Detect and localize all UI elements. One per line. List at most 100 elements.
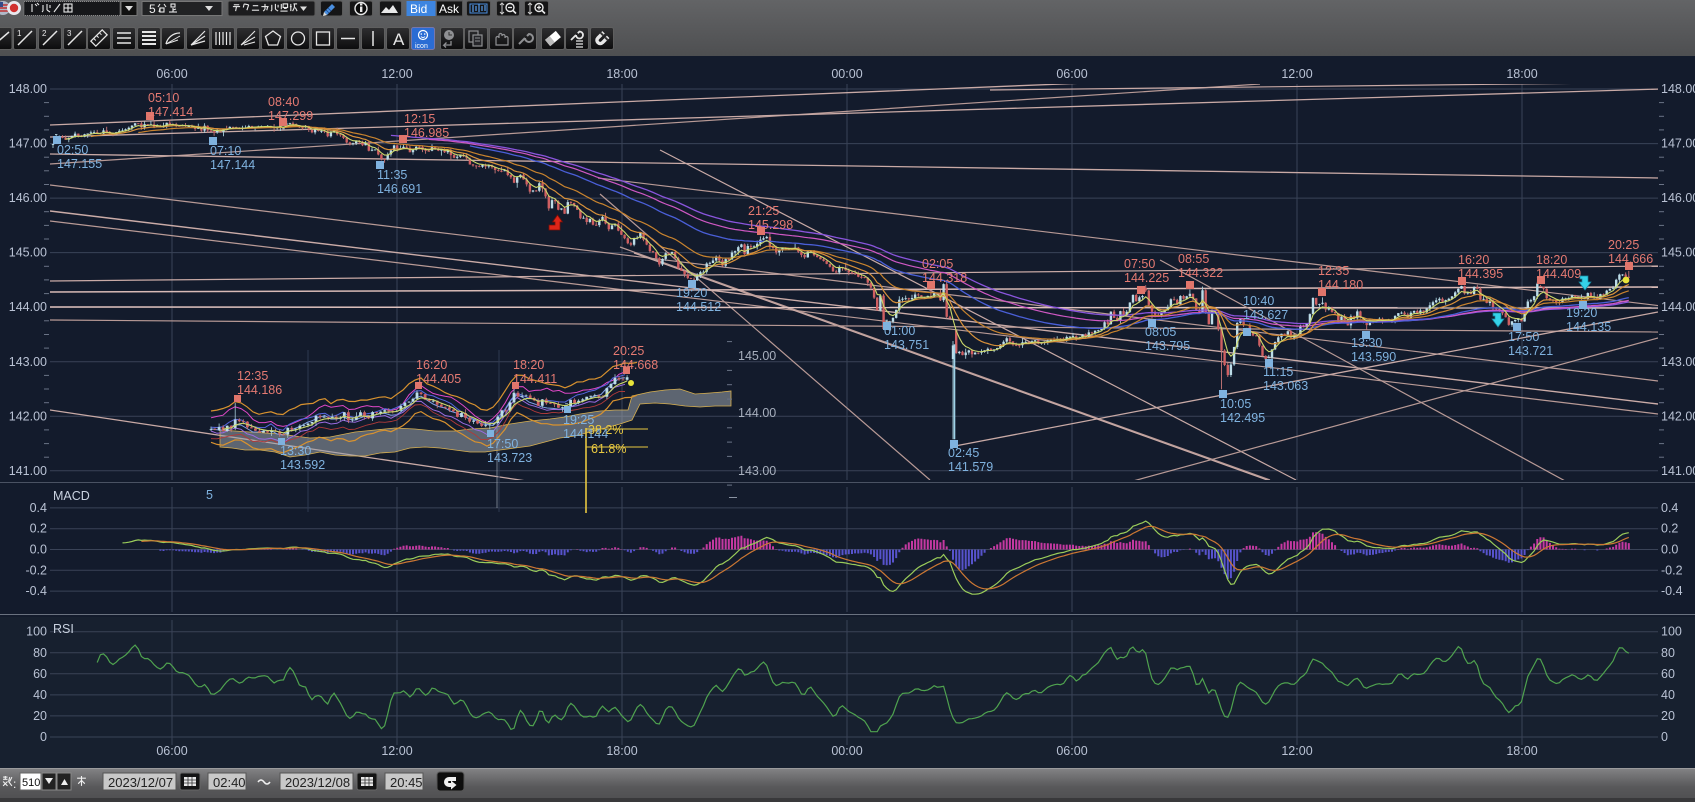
svg-text:06:00: 06:00 — [156, 67, 187, 81]
svg-text:2: 2 — [42, 29, 47, 38]
svg-text:20:25: 20:25 — [613, 344, 644, 358]
svg-text:80: 80 — [1661, 646, 1675, 660]
svg-text:02:40: 02:40 — [213, 775, 246, 790]
svg-text:11:15: 11:15 — [1263, 365, 1293, 379]
svg-text:0.0: 0.0 — [1661, 543, 1678, 557]
svg-text:40: 40 — [1661, 688, 1675, 702]
svg-text:143.00: 143.00 — [738, 464, 776, 478]
svg-text:0: 0 — [40, 730, 47, 744]
svg-text:144.405: 144.405 — [416, 372, 461, 386]
svg-text:02:50: 02:50 — [57, 143, 88, 157]
svg-text:143.723: 143.723 — [487, 451, 532, 465]
svg-text:01:00: 01:00 — [884, 324, 915, 338]
svg-text:10:40: 10:40 — [1243, 294, 1274, 308]
svg-text:18:00: 18:00 — [606, 67, 637, 81]
svg-text:17:50: 17:50 — [487, 437, 518, 451]
svg-text:-0.2: -0.2 — [1661, 563, 1683, 577]
svg-text:06:00: 06:00 — [1056, 744, 1087, 758]
svg-text:07:10: 07:10 — [210, 144, 241, 158]
svg-text:144.668: 144.668 — [613, 358, 658, 372]
svg-text:100: 100 — [26, 625, 47, 639]
svg-text:16:20: 16:20 — [1458, 253, 1489, 267]
svg-text:12:35: 12:35 — [237, 369, 268, 383]
svg-text:1: 1 — [17, 29, 22, 38]
svg-text:144.144: 144.144 — [563, 427, 608, 441]
svg-text:147.299: 147.299 — [268, 109, 313, 123]
svg-text:141.00: 141.00 — [9, 464, 47, 478]
svg-text:147.155: 147.155 — [57, 157, 102, 171]
svg-text:143.00: 143.00 — [1661, 355, 1695, 369]
svg-text:144.666: 144.666 — [1608, 252, 1653, 266]
svg-text:146.00: 146.00 — [1661, 191, 1695, 205]
svg-text:12:00: 12:00 — [1281, 67, 1312, 81]
svg-text:147.414: 147.414 — [148, 105, 193, 119]
svg-text:0.2: 0.2 — [1661, 522, 1678, 536]
svg-text:08:40: 08:40 — [268, 95, 299, 109]
svg-text:19:20: 19:20 — [1566, 306, 1597, 320]
svg-text:144.00: 144.00 — [9, 300, 47, 314]
svg-text:11:35: 11:35 — [377, 168, 407, 182]
svg-text:141.00: 141.00 — [1661, 464, 1695, 478]
svg-text:148.00: 148.00 — [1661, 82, 1695, 96]
svg-text:145.00: 145.00 — [738, 349, 776, 363]
svg-text:145.00: 145.00 — [9, 246, 47, 260]
svg-text:19:20: 19:20 — [676, 286, 707, 300]
svg-text:148.00: 148.00 — [9, 82, 47, 96]
svg-text:61.8%: 61.8% — [591, 442, 626, 456]
svg-text:144.409: 144.409 — [1536, 267, 1581, 281]
svg-text:5: 5 — [149, 2, 156, 16]
svg-text:05:10: 05:10 — [148, 91, 179, 105]
svg-text:18:20: 18:20 — [1536, 253, 1567, 267]
svg-text:MACD: MACD — [53, 489, 90, 503]
svg-text:20: 20 — [33, 709, 47, 723]
svg-text:-0.2: -0.2 — [25, 563, 47, 577]
svg-text:12:00: 12:00 — [381, 744, 412, 758]
svg-text:5: 5 — [206, 488, 213, 502]
svg-text:60: 60 — [33, 667, 47, 681]
svg-text:20:25: 20:25 — [1608, 238, 1639, 252]
svg-text:13:30: 13:30 — [1351, 336, 1382, 350]
svg-text:2023/12/07: 2023/12/07 — [108, 775, 173, 790]
svg-text:3: 3 — [67, 29, 72, 38]
svg-text:12:00: 12:00 — [1281, 744, 1312, 758]
svg-text:146.691: 146.691 — [377, 182, 422, 196]
svg-text:144.00: 144.00 — [1661, 300, 1695, 314]
svg-text:Ask: Ask — [439, 2, 460, 16]
svg-text:06:00: 06:00 — [1056, 67, 1087, 81]
svg-text:142.495: 142.495 — [1220, 411, 1265, 425]
svg-text:17:50: 17:50 — [1508, 330, 1539, 344]
svg-text:A: A — [393, 30, 405, 49]
svg-text:16:20: 16:20 — [416, 358, 447, 372]
svg-text:0.4: 0.4 — [30, 501, 47, 515]
svg-text:icon: icon — [415, 43, 428, 50]
svg-text:38.2%: 38.2% — [588, 423, 623, 437]
svg-text:20: 20 — [1661, 709, 1675, 723]
svg-text:144.180: 144.180 — [1318, 278, 1363, 292]
svg-text:146.00: 146.00 — [9, 191, 47, 205]
svg-text:0.2: 0.2 — [30, 522, 47, 536]
svg-text::: : — [13, 777, 16, 791]
svg-text:08:55: 08:55 — [1178, 252, 1209, 266]
svg-text:143.795: 143.795 — [1145, 339, 1190, 353]
svg-text:-0.4: -0.4 — [25, 584, 47, 598]
svg-text:RSI: RSI — [53, 622, 74, 636]
svg-text:143.00: 143.00 — [9, 355, 47, 369]
svg-text:0.4: 0.4 — [1661, 501, 1678, 515]
svg-text:143.751: 143.751 — [884, 338, 929, 352]
svg-text:144.395: 144.395 — [1458, 267, 1503, 281]
svg-text:145.00: 145.00 — [1661, 246, 1695, 260]
svg-text:147.144: 147.144 — [210, 158, 255, 172]
svg-text:18:00: 18:00 — [1506, 67, 1537, 81]
svg-text:12:00: 12:00 — [381, 67, 412, 81]
svg-text:Bid: Bid — [410, 2, 427, 16]
svg-text:147.00: 147.00 — [9, 137, 47, 151]
svg-text:21:25: 21:25 — [748, 204, 779, 218]
svg-text:143.063: 143.063 — [1263, 379, 1308, 393]
svg-text:142.00: 142.00 — [9, 409, 47, 423]
svg-text:-0.4: -0.4 — [1661, 584, 1683, 598]
svg-text:18:00: 18:00 — [606, 744, 637, 758]
svg-text:60: 60 — [1661, 667, 1675, 681]
svg-text:80: 80 — [33, 646, 47, 660]
svg-text:144.135: 144.135 — [1566, 320, 1611, 334]
svg-text:2023/12/08: 2023/12/08 — [285, 775, 350, 790]
